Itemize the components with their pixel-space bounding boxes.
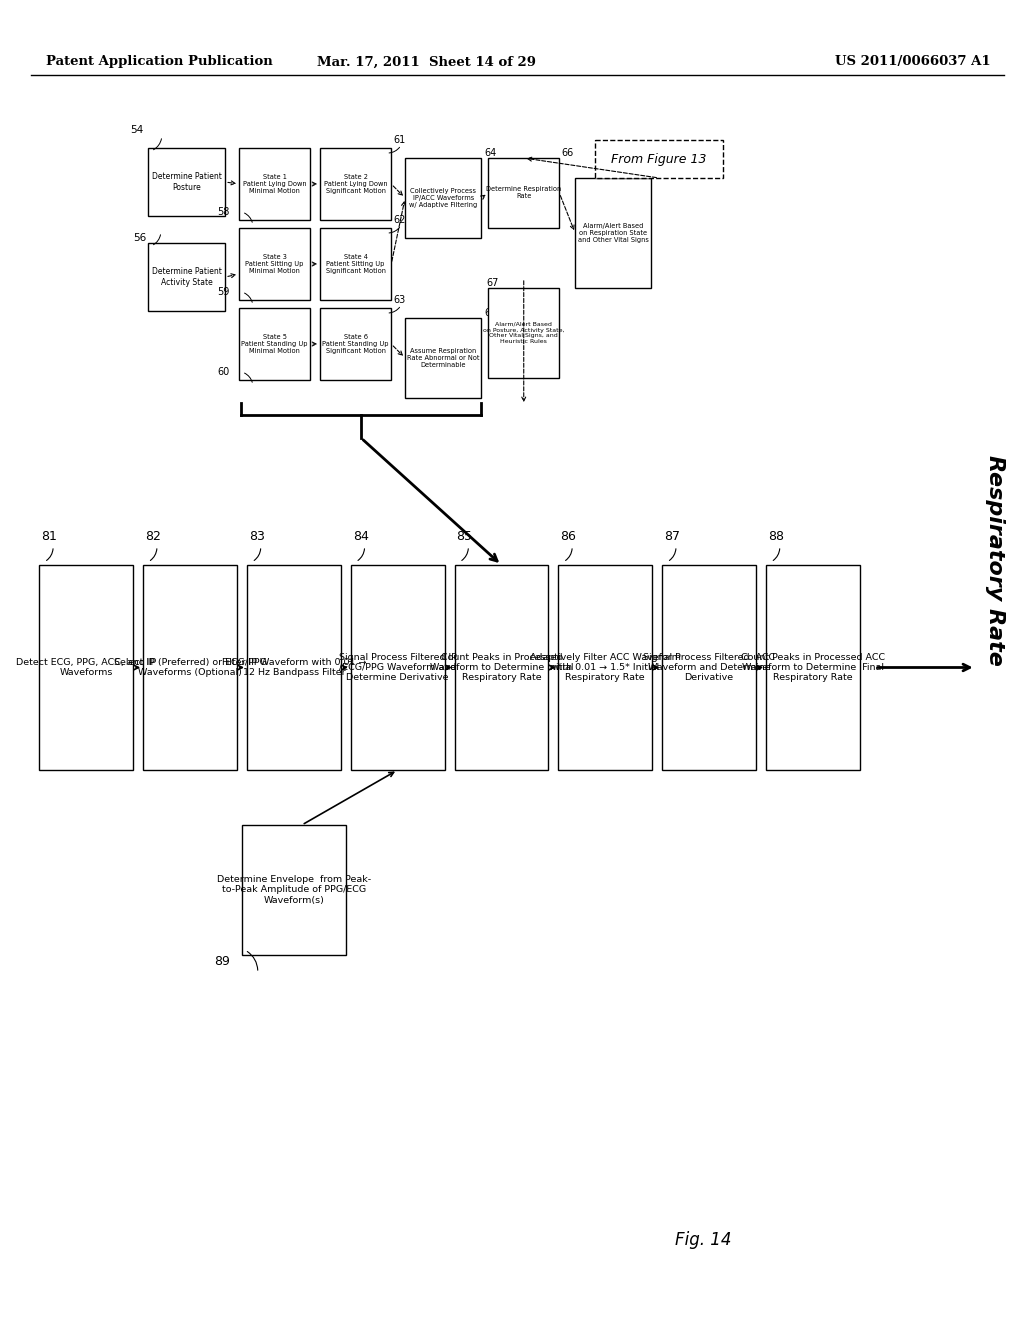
Bar [663,565,756,770]
Bar [242,825,346,954]
Bar [321,308,391,380]
Text: Alarm/Alert Based
on Posture, Activity State,
Other Vital Signs, and
Heuristic R: Alarm/Alert Based on Posture, Activity S… [483,322,564,345]
Text: 86: 86 [560,531,577,543]
Text: US 2011/0066037 A1: US 2011/0066037 A1 [835,55,990,69]
Bar [488,288,559,378]
Text: 87: 87 [665,531,680,543]
Bar [239,148,310,220]
Text: Assume Respiration
Rate Abnormal or Not
Determinable: Assume Respiration Rate Abnormal or Not … [407,348,479,368]
Text: 59: 59 [217,286,229,297]
Text: Count Peaks in Processed ACC
Waveform to Determine  Final
Respiratory Rate: Count Peaks in Processed ACC Waveform to… [740,652,885,682]
Text: Determine Respiration
Rate: Determine Respiration Rate [486,186,561,199]
Bar [558,565,652,770]
Text: Adaptively Filter ACC Waveform
with 0.01 → 1.5* Initial
Respiratory Rate: Adaptively Filter ACC Waveform with 0.01… [529,652,681,682]
Bar [351,565,444,770]
Text: 56: 56 [133,234,146,243]
Text: 67: 67 [486,279,499,288]
Text: Fig. 14: Fig. 14 [676,1232,732,1249]
Text: State 5
Patient Standing Up
Minimal Motion: State 5 Patient Standing Up Minimal Moti… [242,334,308,354]
Text: 58: 58 [217,207,229,216]
Text: 54: 54 [130,125,143,135]
Text: Collectively Process
IP/ACC Waveforms
w/ Adaptive Filtering: Collectively Process IP/ACC Waveforms w/… [409,187,477,209]
Text: State 2
Patient Lying Down
Significant Motion: State 2 Patient Lying Down Significant M… [324,174,387,194]
Text: 81: 81 [41,531,57,543]
Bar [575,178,651,288]
Bar [321,228,391,300]
Text: Patent Application Publication: Patent Application Publication [46,55,273,69]
Text: Mar. 17, 2011  Sheet 14 of 29: Mar. 17, 2011 Sheet 14 of 29 [317,55,537,69]
Text: Filter IP Waveform with 0.01 →
12 Hz Bandpass Filter: Filter IP Waveform with 0.01 → 12 Hz Ban… [221,657,367,677]
Bar [406,318,481,399]
Text: From Figure 13: From Figure 13 [611,153,707,165]
Bar [488,158,559,228]
Text: Alarm/Alert Based
on Respiration State
and Other Vital Signs: Alarm/Alert Based on Respiration State a… [578,223,648,243]
Bar [406,158,481,238]
Bar [143,565,237,770]
Text: 85: 85 [457,531,472,543]
Text: 83: 83 [249,531,265,543]
Bar [766,565,860,770]
Text: Select IP (Preferred) or ECG/PPG
Waveforms (Optional): Select IP (Preferred) or ECG/PPG Wavefor… [114,657,266,677]
Text: Respiratory Rate: Respiratory Rate [985,454,1006,665]
Text: Count Peaks in Processed
Waveform to Determine Initial
Respiratory Rate: Count Peaks in Processed Waveform to Det… [430,652,573,682]
Text: Determine Envelope  from Peak-
to-Peak Amplitude of PPG/ECG
Waveform(s): Determine Envelope from Peak- to-Peak Am… [217,875,371,906]
Text: Determine Patient
Posture: Determine Patient Posture [152,173,221,191]
Bar [247,565,341,770]
Text: 84: 84 [352,531,369,543]
Text: 89: 89 [214,954,230,968]
Text: 63: 63 [393,294,406,305]
Text: 66: 66 [561,148,573,158]
Text: 82: 82 [145,531,161,543]
Bar [321,148,391,220]
Text: Signal Process Filtered  ACC
Waveform and Determine
Derivative: Signal Process Filtered ACC Waveform and… [643,652,775,682]
Bar [148,148,225,216]
Text: 88: 88 [768,531,784,543]
Text: 68: 68 [654,168,667,178]
Bar [455,565,549,770]
Text: 60: 60 [217,367,229,378]
Bar [39,565,133,770]
Text: State 1
Patient Lying Down
Minimal Motion: State 1 Patient Lying Down Minimal Motio… [243,174,306,194]
Text: Detect ECG, PPG, ACC, and IP
Waveforms: Detect ECG, PPG, ACC, and IP Waveforms [16,657,157,677]
Text: 62: 62 [393,215,406,224]
Text: State 4
Patient Sitting Up
Significant Motion: State 4 Patient Sitting Up Significant M… [326,253,386,275]
Bar [239,228,310,300]
Text: 65: 65 [484,308,497,318]
Text: Signal Process Filtered IP
/ECG/PPG Waveform and
Determine Derivative: Signal Process Filtered IP /ECG/PPG Wave… [339,652,457,682]
Text: 64: 64 [484,148,497,158]
Text: Determine Patient
Activity State: Determine Patient Activity State [152,267,221,286]
Bar [595,140,723,178]
Bar [239,308,310,380]
Bar [148,243,225,312]
Text: State 6
Patient Standing Up
Significant Motion: State 6 Patient Standing Up Significant … [323,334,389,354]
Text: 61: 61 [393,135,406,145]
Text: State 3
Patient Sitting Up
Minimal Motion: State 3 Patient Sitting Up Minimal Motio… [246,253,304,275]
